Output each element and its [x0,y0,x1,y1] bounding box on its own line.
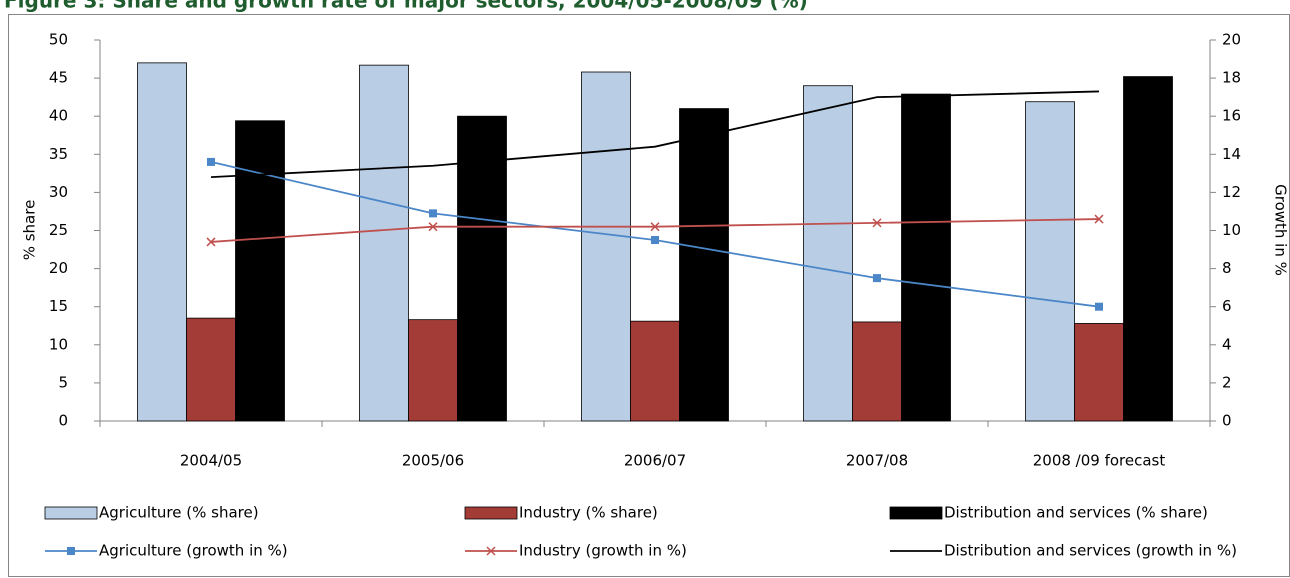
legend-swatch [889,506,943,520]
bar [679,108,729,422]
y-tick-label: 30 [49,183,68,201]
bar [1025,101,1075,422]
chart-title: Figure 3: Share and growth rate of major… [4,0,808,13]
x-tick-label: 2007/08 [846,452,908,470]
bar [1123,76,1173,422]
bar [901,93,951,422]
y-axis-label: % share [21,200,39,261]
legend-swatch [464,506,518,520]
bar [186,317,236,422]
y-tick-label: 35 [49,145,68,163]
y-tick-label: 50 [49,31,68,49]
y-tick-label: 15 [49,297,68,315]
line [210,161,1100,308]
y2-tick-label: 0 [1222,412,1232,430]
legend-swatch [44,506,98,520]
bar [408,319,458,422]
chart-frame [8,14,1290,577]
point [429,209,437,218]
x-tick-label: 2005/06 [402,452,464,470]
y-tick-label: 25 [49,221,68,239]
y2-tick-label: 6 [1222,297,1232,315]
line [210,90,1100,179]
point [428,222,438,232]
y-tick-label: 45 [49,69,68,87]
y2-tick-label: 16 [1222,107,1241,125]
legend-label: Distribution and services (% share) [944,504,1208,522]
point [651,236,659,245]
point [650,222,660,232]
legend-label: Industry (% share) [519,504,658,522]
bar [235,120,285,422]
y2-tick-label: 14 [1222,145,1241,163]
legend-label: Agriculture (% share) [99,504,259,522]
point [1095,302,1103,311]
point [206,237,216,247]
y2-tick-label: 18 [1222,69,1241,87]
y-tick-label: 10 [49,335,68,353]
y2-axis-label: Growth in % [1272,184,1290,276]
x-tick-label: 2006/07 [624,452,686,470]
y-tick-label: 40 [49,107,68,125]
bar [803,85,853,422]
point [873,274,881,283]
y2-tick-label: 4 [1222,335,1232,353]
y2-tick-label: 2 [1222,373,1232,391]
point [872,218,882,228]
y-tick-label: 0 [58,412,68,430]
y2-tick-label: 10 [1222,221,1241,239]
y2-tick-label: 8 [1222,259,1232,277]
bar [852,321,902,422]
legend-label: Distribution and services (growth in %) [944,542,1237,560]
legend-marker [486,546,496,556]
point [207,157,215,166]
bar [359,64,409,422]
y2-tick-label: 20 [1222,31,1241,49]
legend-label: Industry (growth in %) [519,542,687,560]
bar [457,115,507,422]
bar [137,62,187,422]
legend-marker [67,547,75,555]
point [1094,214,1104,224]
y2-tick-label: 12 [1222,183,1241,201]
y-tick-label: 20 [49,259,68,277]
bar [581,71,631,422]
bar [1074,323,1124,422]
bar [630,320,680,422]
legend-label: Agriculture (growth in %) [99,542,288,560]
y-tick-label: 5 [58,373,68,391]
x-tick-label: 2004/05 [180,452,242,470]
x-tick-label: 2008 /09 forecast [1033,452,1166,470]
